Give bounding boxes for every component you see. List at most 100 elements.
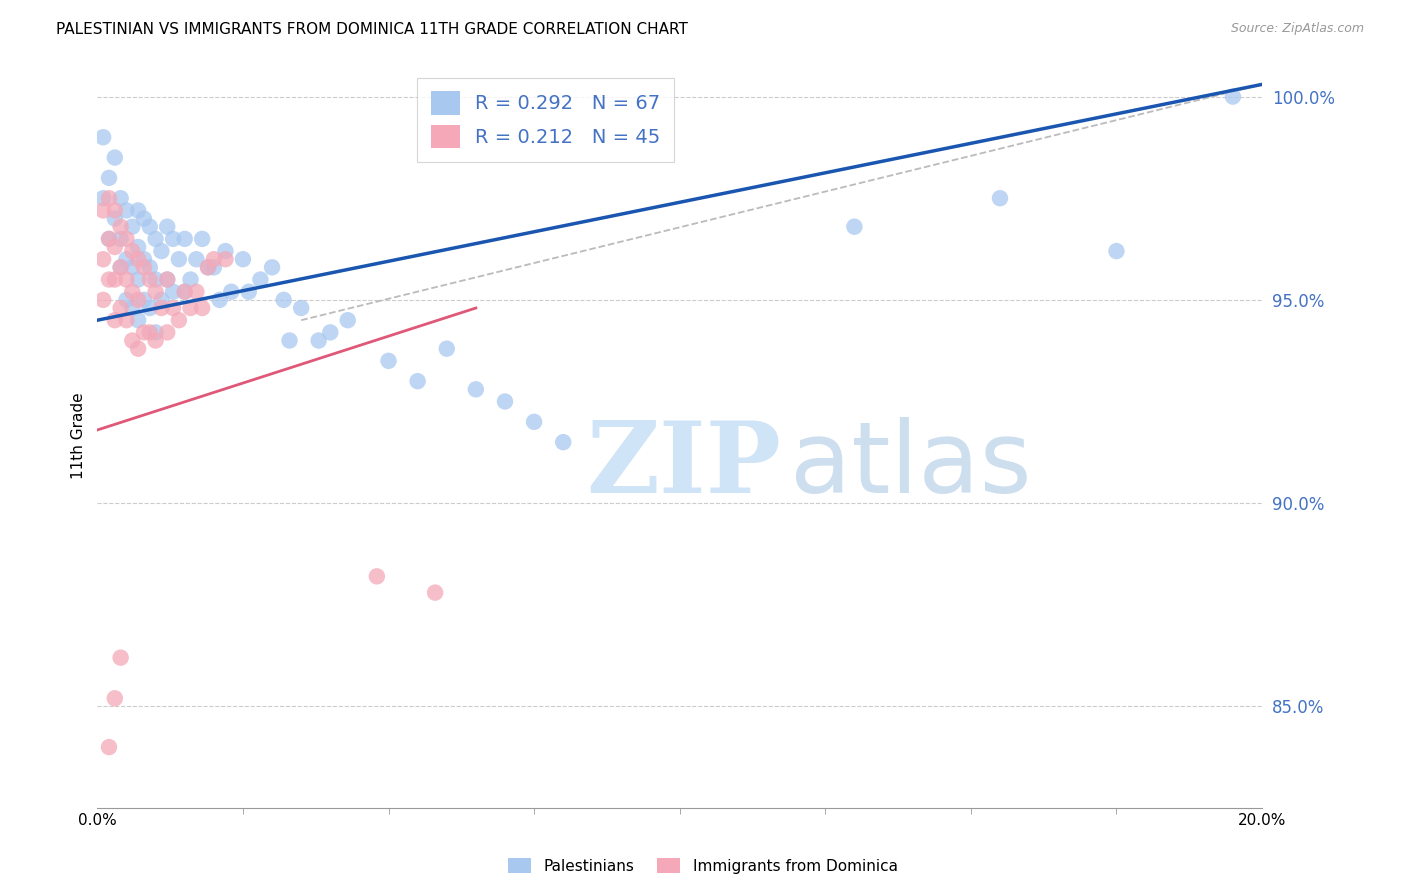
Point (156, 326, 179, 340)
Point (132, 252, 155, 267)
Legend: Palestinians, Immigrants from Dominica: Palestinians, Immigrants from Dominica (502, 852, 904, 880)
Point (221, 285, 243, 299)
Point (464, 382, 486, 396)
Point (423, 585, 446, 599)
Point (523, 415, 546, 429)
Point (150, 293, 173, 307)
Point (156, 219, 179, 234)
Text: Source: ZipAtlas.com: Source: ZipAtlas.com (1230, 22, 1364, 36)
Point (191, 301, 214, 315)
Point (844, 219, 866, 234)
Point (366, 569, 388, 583)
Point (290, 301, 312, 315)
Point (202, 252, 225, 267)
Point (115, 293, 138, 307)
Point (139, 219, 162, 234)
Point (110, 301, 132, 315)
Point (1105, 244, 1128, 258)
Point (186, 252, 208, 267)
Point (167, 252, 190, 267)
Point (1222, 89, 1244, 103)
Point (104, 203, 127, 218)
Point (145, 232, 167, 246)
Point (98, 170, 121, 185)
Legend: R = 0.292   N = 67, R = 0.212   N = 45: R = 0.292 N = 67, R = 0.212 N = 45 (418, 78, 675, 161)
Point (110, 232, 132, 246)
Point (553, 435, 575, 450)
Point (249, 272, 271, 286)
Point (197, 260, 219, 275)
Point (191, 232, 214, 246)
Point (319, 326, 342, 340)
Point (162, 285, 184, 299)
Point (173, 285, 195, 299)
Point (278, 334, 301, 348)
Point (162, 232, 184, 246)
Point (110, 191, 132, 205)
Point (202, 260, 225, 275)
Point (98, 232, 121, 246)
Point (127, 313, 149, 327)
Point (104, 272, 127, 286)
Point (156, 272, 179, 286)
Point (104, 211, 127, 226)
Point (115, 252, 138, 267)
Point (104, 313, 127, 327)
Point (150, 244, 173, 258)
Point (132, 211, 155, 226)
Point (260, 260, 283, 275)
Point (988, 191, 1011, 205)
Point (162, 301, 184, 315)
Point (139, 301, 162, 315)
Point (98, 740, 121, 755)
Point (406, 374, 429, 388)
Point (197, 260, 219, 275)
Point (110, 650, 132, 665)
Point (173, 232, 195, 246)
Point (208, 293, 231, 307)
Point (145, 285, 167, 299)
Point (145, 326, 167, 340)
Point (238, 285, 260, 299)
Point (115, 232, 138, 246)
Point (91, 252, 114, 267)
Point (121, 285, 143, 299)
Point (145, 272, 167, 286)
Point (232, 252, 254, 267)
Point (104, 151, 127, 165)
Point (336, 313, 359, 327)
Point (121, 334, 143, 348)
Point (91, 293, 114, 307)
Point (98, 191, 121, 205)
Text: ZIP: ZIP (586, 417, 782, 515)
Point (115, 313, 138, 327)
Point (132, 326, 155, 340)
Point (150, 301, 173, 315)
Point (127, 272, 149, 286)
Point (186, 285, 208, 299)
Text: atlas: atlas (790, 417, 1032, 515)
Point (180, 272, 202, 286)
Point (98, 272, 121, 286)
Point (273, 293, 295, 307)
Point (104, 240, 127, 254)
Point (110, 260, 132, 275)
Point (115, 203, 138, 218)
Point (121, 219, 143, 234)
Point (127, 252, 149, 267)
Point (139, 260, 162, 275)
Point (110, 260, 132, 275)
Point (121, 260, 143, 275)
Point (139, 326, 162, 340)
Point (139, 272, 162, 286)
Point (214, 252, 236, 267)
Point (156, 272, 179, 286)
Point (127, 240, 149, 254)
Point (127, 342, 149, 356)
Point (121, 244, 143, 258)
Point (214, 244, 236, 258)
Text: PALESTINIAN VS IMMIGRANTS FROM DOMINICA 11TH GRADE CORRELATION CHART: PALESTINIAN VS IMMIGRANTS FROM DOMINICA … (56, 22, 688, 37)
Point (494, 394, 516, 409)
Point (127, 203, 149, 218)
Point (167, 313, 190, 327)
